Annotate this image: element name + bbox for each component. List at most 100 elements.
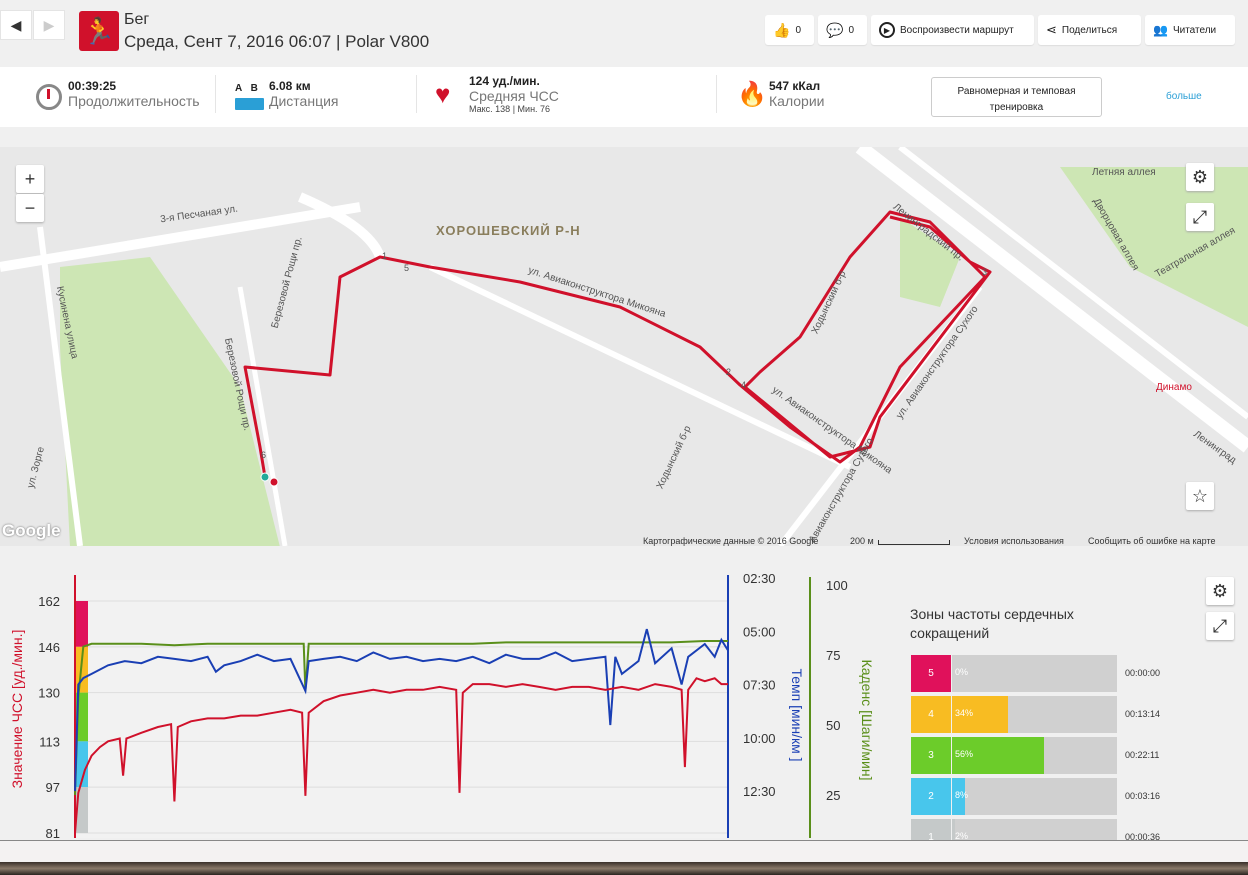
- distance-ab-label: A B: [235, 83, 258, 94]
- comment-button[interactable]: 💬 0: [818, 15, 867, 45]
- taskbar: [0, 862, 1248, 875]
- hr-axis-title: Значение ЧСС [уд./мин.]: [9, 630, 25, 789]
- pace-tick-label: 02:30: [743, 571, 776, 586]
- flame-icon: 🔥: [737, 81, 767, 108]
- pace-tick-label: 12:30: [743, 784, 776, 799]
- pace-series-line: [74, 628, 729, 792]
- duration-label: Продолжительность: [68, 93, 200, 109]
- cadence-tick-label: 25: [826, 788, 840, 803]
- replay-label: Воспроизвести маршрут: [900, 24, 1014, 36]
- hr-value: 124 уд./мин.: [469, 74, 540, 88]
- zone-bar: 34%: [952, 696, 1117, 733]
- calories-stat: 547 кКал Калории: [769, 79, 824, 109]
- zone-bar-fill: [952, 737, 1045, 774]
- hr-tick-label: 81: [46, 826, 60, 840]
- chart-fullscreen-button[interactable]: ⤢: [1206, 612, 1234, 640]
- pace-tick-label: 05:00: [743, 624, 776, 639]
- pace-tick-label: 10:00: [743, 731, 776, 746]
- heart-rate-stat: 124 уд./мин. Средняя ЧСС Макс. 138 | Мин. …: [469, 74, 559, 114]
- zone-time: 00:22:11: [1125, 750, 1160, 760]
- zone-bar-fill: [952, 778, 966, 815]
- zone-bar: 56%: [952, 737, 1117, 774]
- arrow-left-icon: ◀: [10, 16, 22, 33]
- followers-button[interactable]: 👥 Читатели: [1145, 15, 1235, 45]
- arrow-right-icon: ▶: [43, 16, 55, 33]
- back-button[interactable]: ◀: [0, 10, 32, 40]
- zoom-out-button[interactable]: −: [16, 194, 44, 222]
- more-link[interactable]: больше: [1166, 91, 1202, 102]
- zoom-in-button[interactable]: +: [16, 165, 44, 193]
- pace-tick-label: 07:30: [743, 678, 776, 693]
- terms-link[interactable]: Условия использования: [964, 536, 1064, 546]
- comment-icon: 💬: [826, 21, 844, 38]
- calories-value: 547 кКал: [769, 79, 821, 93]
- share-button[interactable]: ⋖ Поделиться: [1038, 15, 1141, 45]
- ruler-icon: [235, 98, 264, 110]
- zone-percent: 0%: [955, 667, 969, 677]
- sport-title: Бег: [124, 11, 150, 28]
- metro-label: Динамо: [1156, 382, 1192, 393]
- zone-time: 00:00:36: [1125, 832, 1161, 842]
- lap-marker[interactable]: 3: [982, 267, 988, 277]
- expand-icon: ⤢: [1212, 615, 1228, 636]
- hr-tick-label: 162: [38, 594, 60, 609]
- calories-label: Калории: [769, 93, 825, 109]
- lap-marker[interactable]: 5: [404, 263, 410, 273]
- activity-chart: 162 146 130 113 97 81 02:30 05:00 07:30 10:00 12:3…: [0, 565, 900, 841]
- street-label: Летняя аллея: [1092, 167, 1156, 178]
- zone-percent: 8%: [955, 790, 969, 800]
- zone-percent: 34%: [955, 708, 974, 718]
- stopwatch-icon: [36, 84, 62, 110]
- zone-time: 00:03:16: [1125, 791, 1161, 801]
- comment-count: 0: [848, 24, 854, 36]
- zones-title: Зоны частоты сердечных сокращений: [910, 606, 1074, 641]
- like-button[interactable]: 👍 0: [765, 15, 814, 45]
- session-subtitle: Среда, Сент 7, 2016 06:07 | Polar V800: [124, 32, 430, 51]
- distance-stat: 6.08 км Дистанция: [269, 79, 339, 109]
- zone-bar: 0%: [952, 655, 1117, 692]
- zone-row: 3 56% 00:22:11: [910, 737, 1210, 774]
- share-label: Поделиться: [1061, 24, 1118, 36]
- zone-row: 5 0% 00:00:00: [910, 655, 1210, 692]
- duration-stat: 00:39:25 Продолжительность: [68, 79, 200, 109]
- lap-marker[interactable]: 4: [741, 380, 747, 390]
- route-map[interactable]: + − ⚙ ⤢ ☆ ХОРОШЕВСКИЙ Р-Н 3-я Песчаная у…: [0, 147, 1248, 546]
- zone-bar-fill: [952, 819, 956, 856]
- zone-time: 00:00:00: [1125, 668, 1161, 678]
- lap-marker[interactable]: 2: [726, 367, 732, 377]
- chart-settings-button[interactable]: ⚙: [1206, 577, 1234, 605]
- replay-route-button[interactable]: ▶ Воспроизвести маршрут: [871, 15, 1034, 45]
- scale-bar: [878, 540, 950, 545]
- pace-axis-title: Темп [мин/км ]: [789, 668, 805, 761]
- cadence-tick-label: 75: [826, 648, 840, 663]
- map-data-credit: Картографические данные © 2016 Google: [643, 536, 819, 546]
- forward-button[interactable]: ▶: [33, 10, 65, 40]
- map-settings-button[interactable]: ⚙: [1186, 163, 1214, 191]
- training-benefit-button[interactable]: Равномерная и темповая тренировка: [931, 77, 1102, 117]
- favorite-button[interactable]: ☆: [1186, 482, 1214, 510]
- followers-label: Читатели: [1172, 24, 1217, 36]
- divider: [215, 75, 216, 113]
- hr-zones-panel: Зоны частоты сердечных сокращений 5 0% 0…: [910, 605, 1160, 856]
- zone-bar: 8%: [952, 778, 1117, 815]
- distance-value: 6.08 км: [269, 79, 311, 93]
- zone-bar-fill: [952, 696, 1009, 733]
- lap-marker[interactable]: 1: [382, 251, 388, 261]
- duration-value: 00:39:25: [68, 79, 117, 93]
- map-canvas: [0, 147, 1248, 546]
- share-icon: ⋖: [1046, 22, 1057, 37]
- lap-marker[interactable]: 6: [261, 450, 267, 460]
- zone-strip: [76, 787, 88, 833]
- plot-area: [75, 580, 728, 838]
- divider: [416, 75, 417, 113]
- report-error-link[interactable]: Сообщить об ошибке на карте: [1088, 536, 1216, 546]
- hr-series-line: [74, 677, 728, 834]
- gear-icon: ⚙: [1191, 166, 1209, 187]
- map-fullscreen-button[interactable]: ⤢: [1186, 203, 1214, 231]
- zone-row: 2 8% 00:03:16: [910, 778, 1210, 815]
- zone-number: 4: [911, 696, 951, 733]
- zone-strip: [76, 601, 88, 647]
- summary-bar: 00:39:25 Продолжительность A B 6.08 км Дис…: [0, 67, 1248, 127]
- expand-icon: ⤢: [1192, 206, 1208, 227]
- zone-number: 5: [911, 655, 951, 692]
